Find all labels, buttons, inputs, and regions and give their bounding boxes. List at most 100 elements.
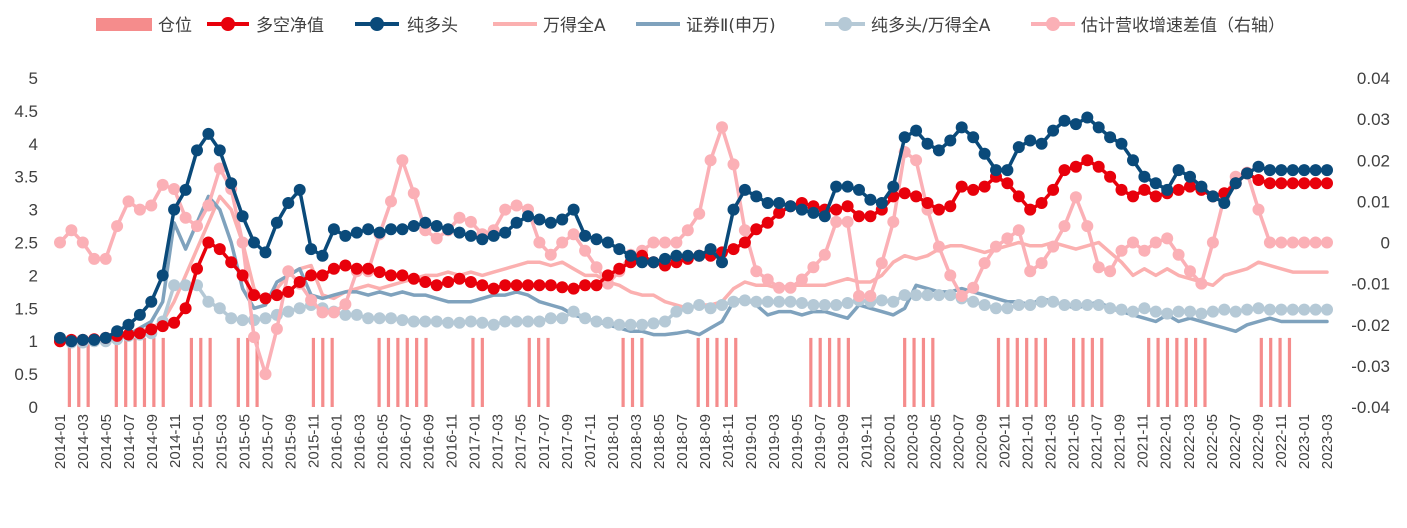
data-point — [1195, 180, 1208, 193]
data-point — [864, 210, 877, 223]
data-point — [270, 322, 283, 335]
data-point — [613, 318, 626, 331]
data-point — [1252, 203, 1265, 216]
data-point — [579, 312, 592, 325]
data-point — [202, 236, 215, 249]
data-point — [910, 289, 923, 302]
data-point — [807, 299, 820, 311]
data-point — [761, 216, 774, 229]
data-point — [145, 295, 158, 308]
data-point — [1069, 299, 1082, 311]
data-point — [1172, 183, 1185, 196]
data-point — [259, 368, 272, 381]
data-point — [145, 323, 158, 336]
series-6 — [54, 121, 1333, 381]
data-point — [385, 223, 397, 236]
data-point — [853, 290, 865, 302]
data-point — [544, 279, 557, 292]
data-point — [362, 312, 375, 325]
data-point — [898, 131, 911, 144]
position-bar — [152, 337, 156, 407]
data-point — [978, 147, 991, 160]
position-bar — [405, 337, 409, 407]
position-bar — [1278, 337, 1282, 407]
data-point — [727, 158, 740, 171]
x-tick-label: 2019-05 — [789, 414, 806, 469]
x-tick-label: 2020-05 — [927, 414, 944, 469]
data-point — [727, 295, 740, 308]
x-tick-label: 2014-03 — [75, 414, 92, 469]
data-point — [350, 226, 363, 239]
data-point — [213, 302, 226, 315]
data-point — [898, 187, 911, 200]
position-bar — [471, 337, 475, 407]
position-bar — [818, 337, 822, 407]
series-5 — [54, 279, 1333, 349]
data-point — [1081, 220, 1094, 233]
x-tick-label: 2019-03 — [766, 414, 783, 469]
data-point — [464, 276, 477, 288]
data-point — [887, 295, 900, 308]
data-point — [1024, 299, 1037, 311]
data-point — [738, 236, 751, 249]
data-point — [499, 279, 512, 292]
data-point — [1184, 265, 1196, 278]
legend-swatch-purelong-marker — [370, 17, 384, 31]
data-point — [1001, 177, 1014, 190]
data-point — [442, 276, 455, 288]
data-point — [1206, 305, 1219, 318]
x-tick-label: 2014-01 — [52, 414, 69, 469]
data-point — [761, 197, 774, 209]
data-point — [1172, 248, 1185, 261]
data-point — [932, 203, 945, 216]
data-point — [967, 281, 980, 294]
data-point — [282, 265, 295, 278]
data-point — [556, 213, 569, 226]
data-point — [659, 252, 671, 265]
data-point — [841, 215, 854, 228]
position-bar — [386, 337, 391, 407]
x-tick-label: 2018-11 — [720, 414, 737, 468]
position-bar — [1025, 337, 1029, 407]
x-tick-label: 2018-09 — [697, 414, 714, 469]
data-point — [1286, 236, 1299, 249]
position-bar — [1081, 337, 1085, 407]
data-point — [111, 220, 124, 233]
data-point — [567, 282, 580, 295]
data-point — [1035, 257, 1048, 270]
x-tick-label: 2016-07 — [398, 414, 415, 469]
data-point — [293, 183, 306, 196]
data-point — [76, 236, 89, 249]
data-point — [533, 213, 546, 226]
x-tick-label: 2018-03 — [628, 414, 645, 469]
data-point — [430, 220, 443, 232]
data-point — [932, 144, 945, 157]
position-bar — [931, 337, 935, 407]
position-bar — [236, 337, 240, 407]
data-point — [921, 197, 934, 209]
position-bar — [1184, 337, 1188, 407]
y-tick-label: 4.5 — [14, 102, 38, 121]
y-tick-label: 1.5 — [14, 299, 38, 318]
x-tick-label: 2015-01 — [190, 414, 207, 469]
data-point — [1172, 305, 1185, 318]
data-point — [544, 248, 557, 261]
data-point — [830, 215, 843, 228]
data-point — [99, 252, 112, 265]
data-point — [1218, 197, 1231, 209]
data-point — [1229, 305, 1242, 318]
position-bar — [311, 337, 315, 407]
position-bar — [715, 337, 719, 407]
data-point — [1252, 160, 1265, 173]
data-point — [990, 164, 1002, 177]
data-point — [864, 193, 877, 206]
data-point — [818, 248, 831, 261]
data-point — [636, 318, 649, 331]
data-point — [213, 144, 226, 157]
y2-tick-label: -0.04 — [1351, 398, 1390, 417]
data-point — [179, 279, 192, 292]
data-point — [773, 206, 786, 219]
data-point — [168, 279, 181, 292]
data-point — [1241, 303, 1254, 316]
data-point — [716, 256, 728, 269]
